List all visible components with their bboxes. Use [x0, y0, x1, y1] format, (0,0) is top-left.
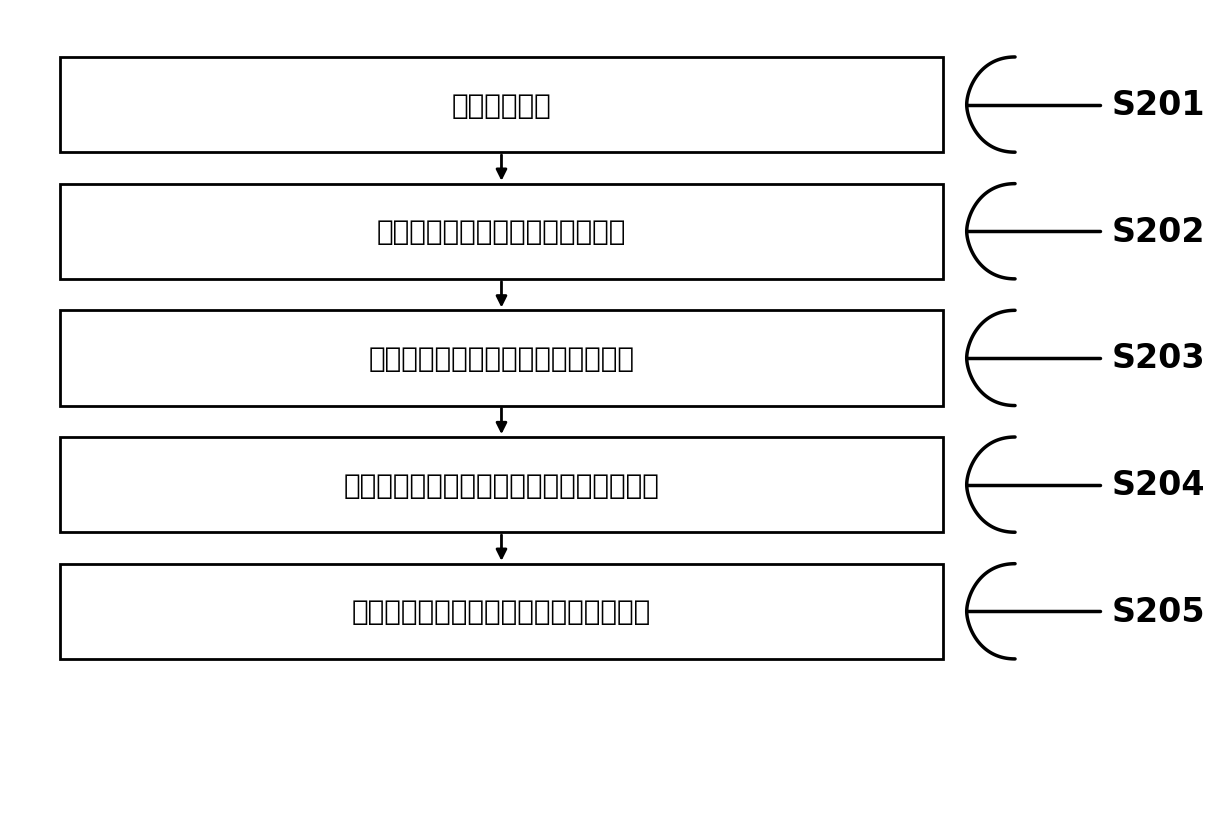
Text: S205: S205 [1112, 595, 1205, 628]
Text: 在弹性衬底表面制备塑化层和电极: 在弹性衬底表面制备塑化层和电极 [376, 218, 626, 246]
Bar [60, 564, 943, 659]
Bar [60, 58, 943, 153]
Text: 提供弹性衬底: 提供弹性衬底 [451, 92, 552, 119]
Text: 在缓冲层和敏感薄膜表面形成弹性保护层: 在缓冲层和敏感薄膜表面形成弹性保护层 [352, 598, 651, 625]
Bar [60, 184, 943, 280]
Text: 在电极和弹性衬底表面制备敏感薄膜: 在电极和弹性衬底表面制备敏感薄膜 [369, 345, 635, 372]
Bar [60, 311, 943, 406]
Text: S204: S204 [1112, 469, 1205, 501]
Text: 在敏感薄膜和电极的边界上覆盖应力缓冲层: 在敏感薄膜和电极的边界上覆盖应力缓冲层 [343, 471, 660, 499]
Text: S202: S202 [1112, 216, 1205, 248]
Text: S203: S203 [1112, 342, 1205, 375]
Text: S201: S201 [1112, 89, 1205, 122]
Bar [60, 437, 943, 533]
